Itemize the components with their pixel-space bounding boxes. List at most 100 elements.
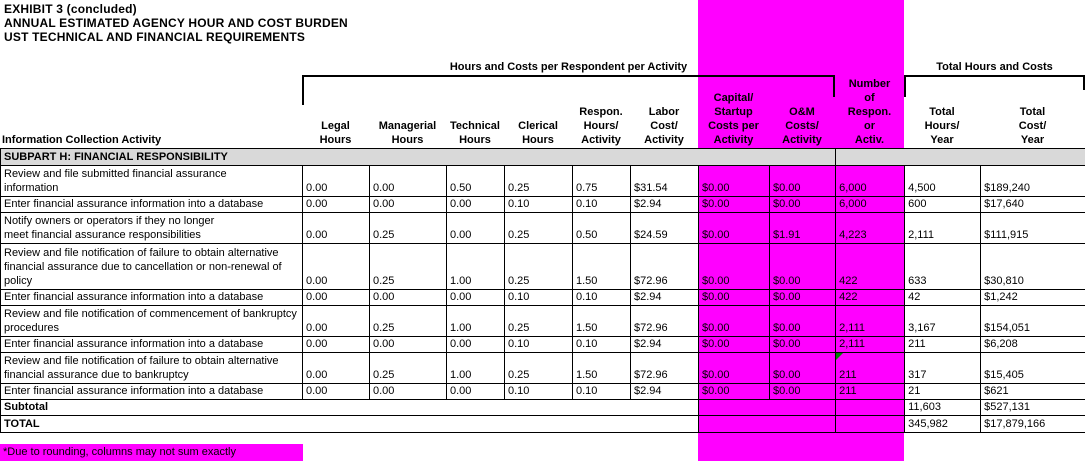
value-cell-capital-startup-costs-per-activity: $0.00 [698,212,770,244]
column-header-clerical-hours: Clerical Hours [518,120,558,146]
column-header-number-of-respon-or-activ: Number of Respon. or Activ. [847,78,892,146]
subtotal-label: Subtotal [0,399,699,416]
span-header-hours-costs-per-respondent: Hours and Costs per Respondent per Activ… [449,61,688,73]
value-cell-total-cost-per-year: $30,810 [980,243,1085,290]
value-cell-managerial-hours: 0.25 [369,212,447,244]
value-cell-labor-cost-per-activity: $2.94 [630,383,699,400]
value-cell-capital-startup-costs-per-activity: $0.00 [698,196,770,213]
value-cell-total-hours-per-year: 633 [904,243,982,290]
value-cell-respon-hours-per-activity: 0.10 [572,383,631,400]
bracket-tick [833,75,835,97]
value-cell-labor-cost-per-activity: $72.96 [630,352,699,384]
value-cell-legal-hours: 0.00 [302,383,370,400]
value-cell-total-cost-per-year: $621 [980,383,1085,400]
column-header-managerial-hours: Managerial Hours [378,120,437,146]
value-cell-respon-hours-per-activity: 0.10 [572,336,631,353]
value-cell-technical-hours: 1.00 [446,305,505,337]
total-row: TOTAL 345,982 $17,879,166 [0,415,1085,433]
exhibit-titles: EXHIBIT 3 (concluded) ANNUAL ESTIMATED A… [4,2,348,44]
value-cell-om-costs-per-activity: $0.00 [768,165,837,197]
table-row: Review and file submitted financial assu… [0,165,1085,197]
total-number-cell [835,415,906,433]
value-cell-number-of-respon-or-activ: 4,223 [835,212,906,244]
value-cell-number-of-respon-or-activ: 6,000 [835,196,906,213]
column-header-technical-hours: Technical Hours [450,120,500,146]
value-cell-number-of-respon-or-activ: 2,111 [835,336,906,353]
activity-cell: Review and file notification of commence… [0,305,303,337]
table-row: Notify owners or operators if they no lo… [0,212,1085,244]
value-cell-managerial-hours: 0.25 [369,243,447,290]
value-cell-respon-hours-per-activity: 0.10 [572,289,631,306]
activity-cell: Review and file submitted financial assu… [0,165,303,197]
value-cell-clerical-hours: 0.10 [504,383,573,400]
value-cell-technical-hours: 0.00 [446,289,505,306]
value-cell-capital-startup-costs-per-activity: $0.00 [698,243,770,290]
value-cell-labor-cost-per-activity: $2.94 [630,289,699,306]
value-cell-total-cost-per-year: $1,242 [980,289,1085,306]
subtotal-row: Subtotal 11,603 $527,131 [0,399,1085,416]
column-header-total-hours-per-year: Total Hours/ Year [924,106,960,146]
column-header-labor-cost-per-activity: Labor Cost/ Activity [644,106,684,146]
value-cell-labor-cost-per-activity: $2.94 [630,336,699,353]
value-cell-technical-hours: 1.00 [446,352,505,384]
value-cell-total-hours-per-year: 211 [904,336,982,353]
bracket-line-left [302,75,835,77]
value-cell-managerial-hours: 0.00 [369,289,447,306]
value-cell-managerial-hours: 0.00 [369,165,447,197]
value-cell-managerial-hours: 0.25 [369,352,447,384]
value-cell-number-of-respon-or-activ: 422 [835,243,906,290]
value-cell-legal-hours: 0.00 [302,305,370,337]
activity-cell: Enter financial assurance information in… [0,336,303,353]
value-cell-respon-hours-per-activity: 1.50 [572,243,631,290]
value-cell-om-costs-per-activity: $0.00 [768,383,837,400]
value-cell-clerical-hours: 0.25 [504,243,573,290]
value-cell-om-costs-per-activity: $0.00 [768,289,837,306]
value-cell-om-costs-per-activity: $0.00 [768,243,837,290]
rounding-footnote: *Due to rounding, columns may not sum ex… [0,444,303,461]
value-cell-capital-startup-costs-per-activity: $0.00 [698,336,770,353]
value-cell-respon-hours-per-activity: 0.75 [572,165,631,197]
value-cell-legal-hours: 0.00 [302,196,370,213]
value-cell-technical-hours: 0.50 [446,165,505,197]
bracket-tick [1083,75,1085,90]
value-cell-total-cost-per-year: $189,240 [980,165,1085,197]
value-cell-labor-cost-per-activity: $31.54 [630,165,699,197]
value-cell-labor-cost-per-activity: $72.96 [630,243,699,290]
value-cell-total-hours-per-year: 3,167 [904,305,982,337]
table-row: Review and file notification of failure … [0,352,1085,384]
column-header-om-costs-per-activity: O&M Costs/ Activity [782,106,822,146]
value-cell-capital-startup-costs-per-activity: $0.00 [698,289,770,306]
section-header-row: SUBPART H: FINANCIAL RESPONSIBILITY [0,148,1085,166]
table-row: Review and file notification of commence… [0,305,1085,337]
table-row: Enter financial assurance information in… [0,383,1085,400]
burden-table: SUBPART H: FINANCIAL RESPONSIBILITY Revi… [0,148,1085,433]
value-cell-clerical-hours: 0.25 [504,165,573,197]
table-row: Enter financial assurance information in… [0,196,1085,213]
value-cell-respon-hours-per-activity: 0.10 [572,196,631,213]
activity-cell: Enter financial assurance information in… [0,383,303,400]
span-header-total-hours-costs: Total Hours and Costs [936,61,1053,73]
value-cell-clerical-hours: 0.10 [504,289,573,306]
value-cell-labor-cost-per-activity: $72.96 [630,305,699,337]
value-cell-total-hours-per-year: 600 [904,196,982,213]
exhibit-title-line1: EXHIBIT 3 (concluded) [4,2,137,16]
value-cell-total-cost-per-year: $15,405 [980,352,1085,384]
table-row: Enter financial assurance information in… [0,289,1085,306]
value-cell-total-hours-per-year: 42 [904,289,982,306]
activity-cell: Notify owners or operators if they no lo… [0,212,303,244]
value-cell-om-costs-per-activity: $1.91 [768,212,837,244]
activity-cell: Enter financial assurance information in… [0,289,303,306]
column-header-capital-startup-costs-per-activity: Capital/ Startup Costs per Activity [708,92,759,146]
value-cell-om-costs-per-activity: $0.00 [768,196,837,213]
value-cell-technical-hours: 0.00 [446,336,505,353]
activity-cell: Enter financial assurance information in… [0,196,303,213]
activity-cell: Review and file notification of failure … [0,352,303,384]
subtotal-capital-om-cell [697,399,837,416]
value-cell-om-costs-per-activity: $0.00 [768,305,837,337]
value-cell-om-costs-per-activity: $0.00 [768,352,837,384]
bracket-line-right [904,75,1085,77]
value-cell-respon-hours-per-activity: 0.50 [572,212,631,244]
value-cell-managerial-hours: 0.00 [369,336,447,353]
value-cell-total-hours-per-year: 4,500 [904,165,982,197]
